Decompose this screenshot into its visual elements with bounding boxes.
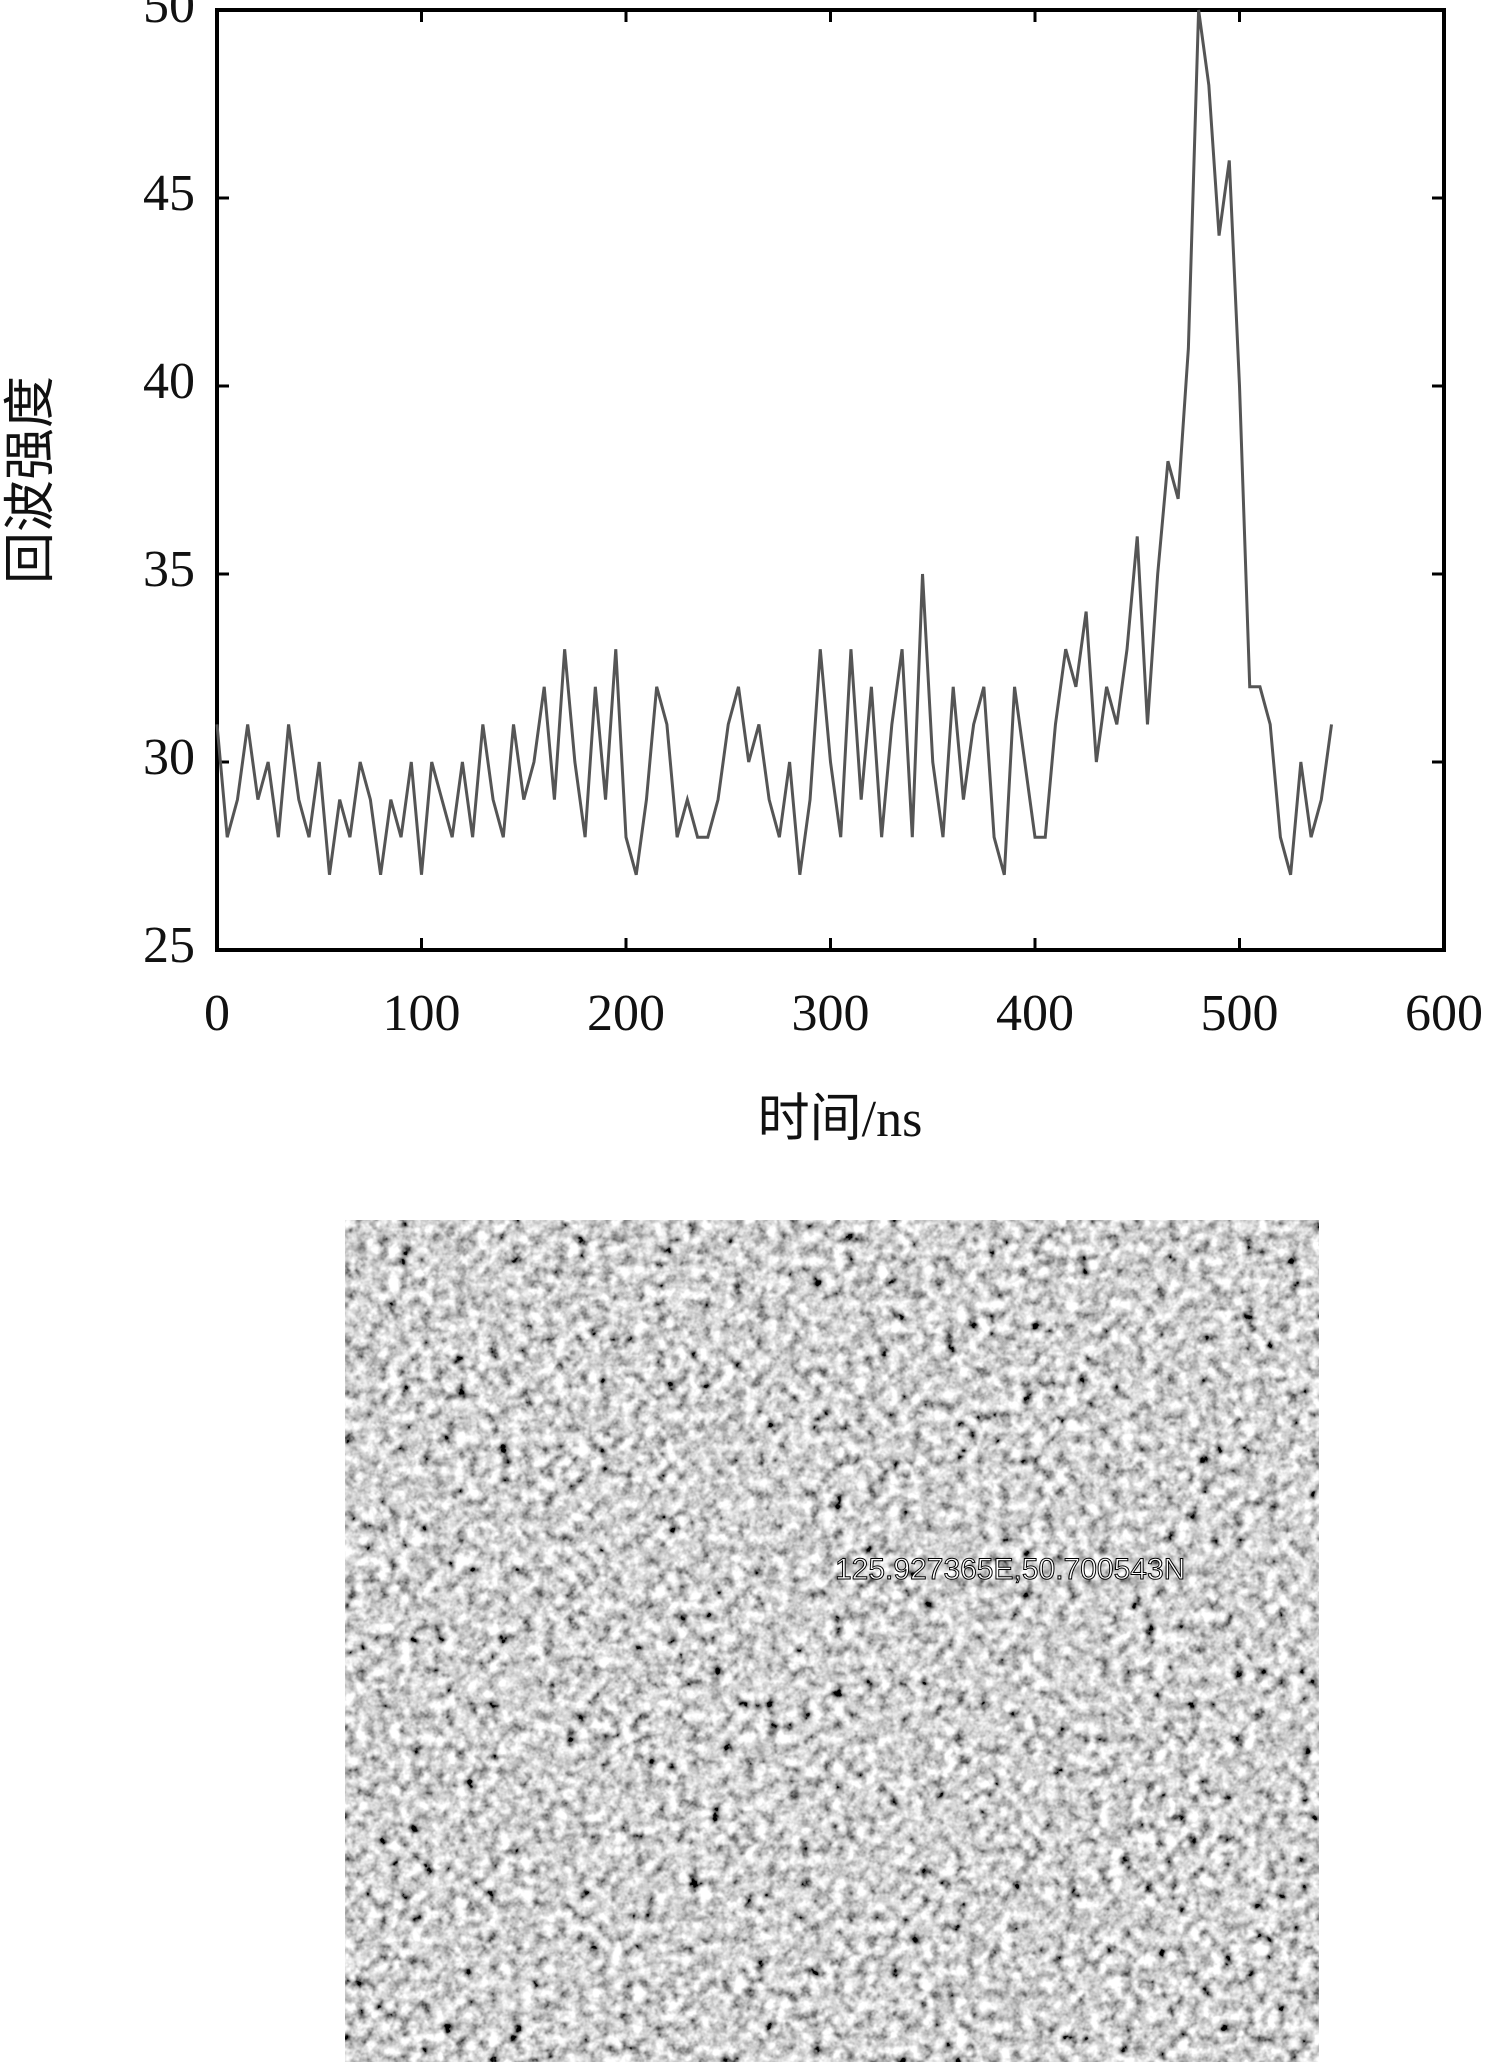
echo-line — [215, 9, 1334, 876]
x-tick-label: 400 — [996, 985, 1074, 1042]
y-tick-label: 50 — [143, 0, 195, 34]
y-tick-label: 40 — [143, 353, 195, 410]
y-tick-label: 25 — [143, 917, 195, 974]
satellite-texture — [345, 1220, 1319, 2062]
x-tick-label: 200 — [587, 985, 665, 1042]
y-tick-label: 45 — [143, 165, 195, 222]
x-axis-label: 时间/ns — [758, 1091, 923, 1148]
plot-frame — [215, 8, 1446, 952]
x-tick-label: 100 — [383, 985, 461, 1042]
y-tick-label: 35 — [143, 541, 195, 598]
x-tick-label: 0 — [204, 985, 230, 1042]
y-tick-label: 30 — [143, 729, 195, 786]
y-axis-label: 回波强度 — [3, 376, 60, 584]
x-tick-label: 600 — [1405, 985, 1483, 1042]
x-tick-label: 500 — [1201, 985, 1279, 1042]
x-tick-label: 300 — [792, 985, 870, 1042]
coordinate-label: 125.927365E,50.700543N — [835, 1553, 1185, 1586]
